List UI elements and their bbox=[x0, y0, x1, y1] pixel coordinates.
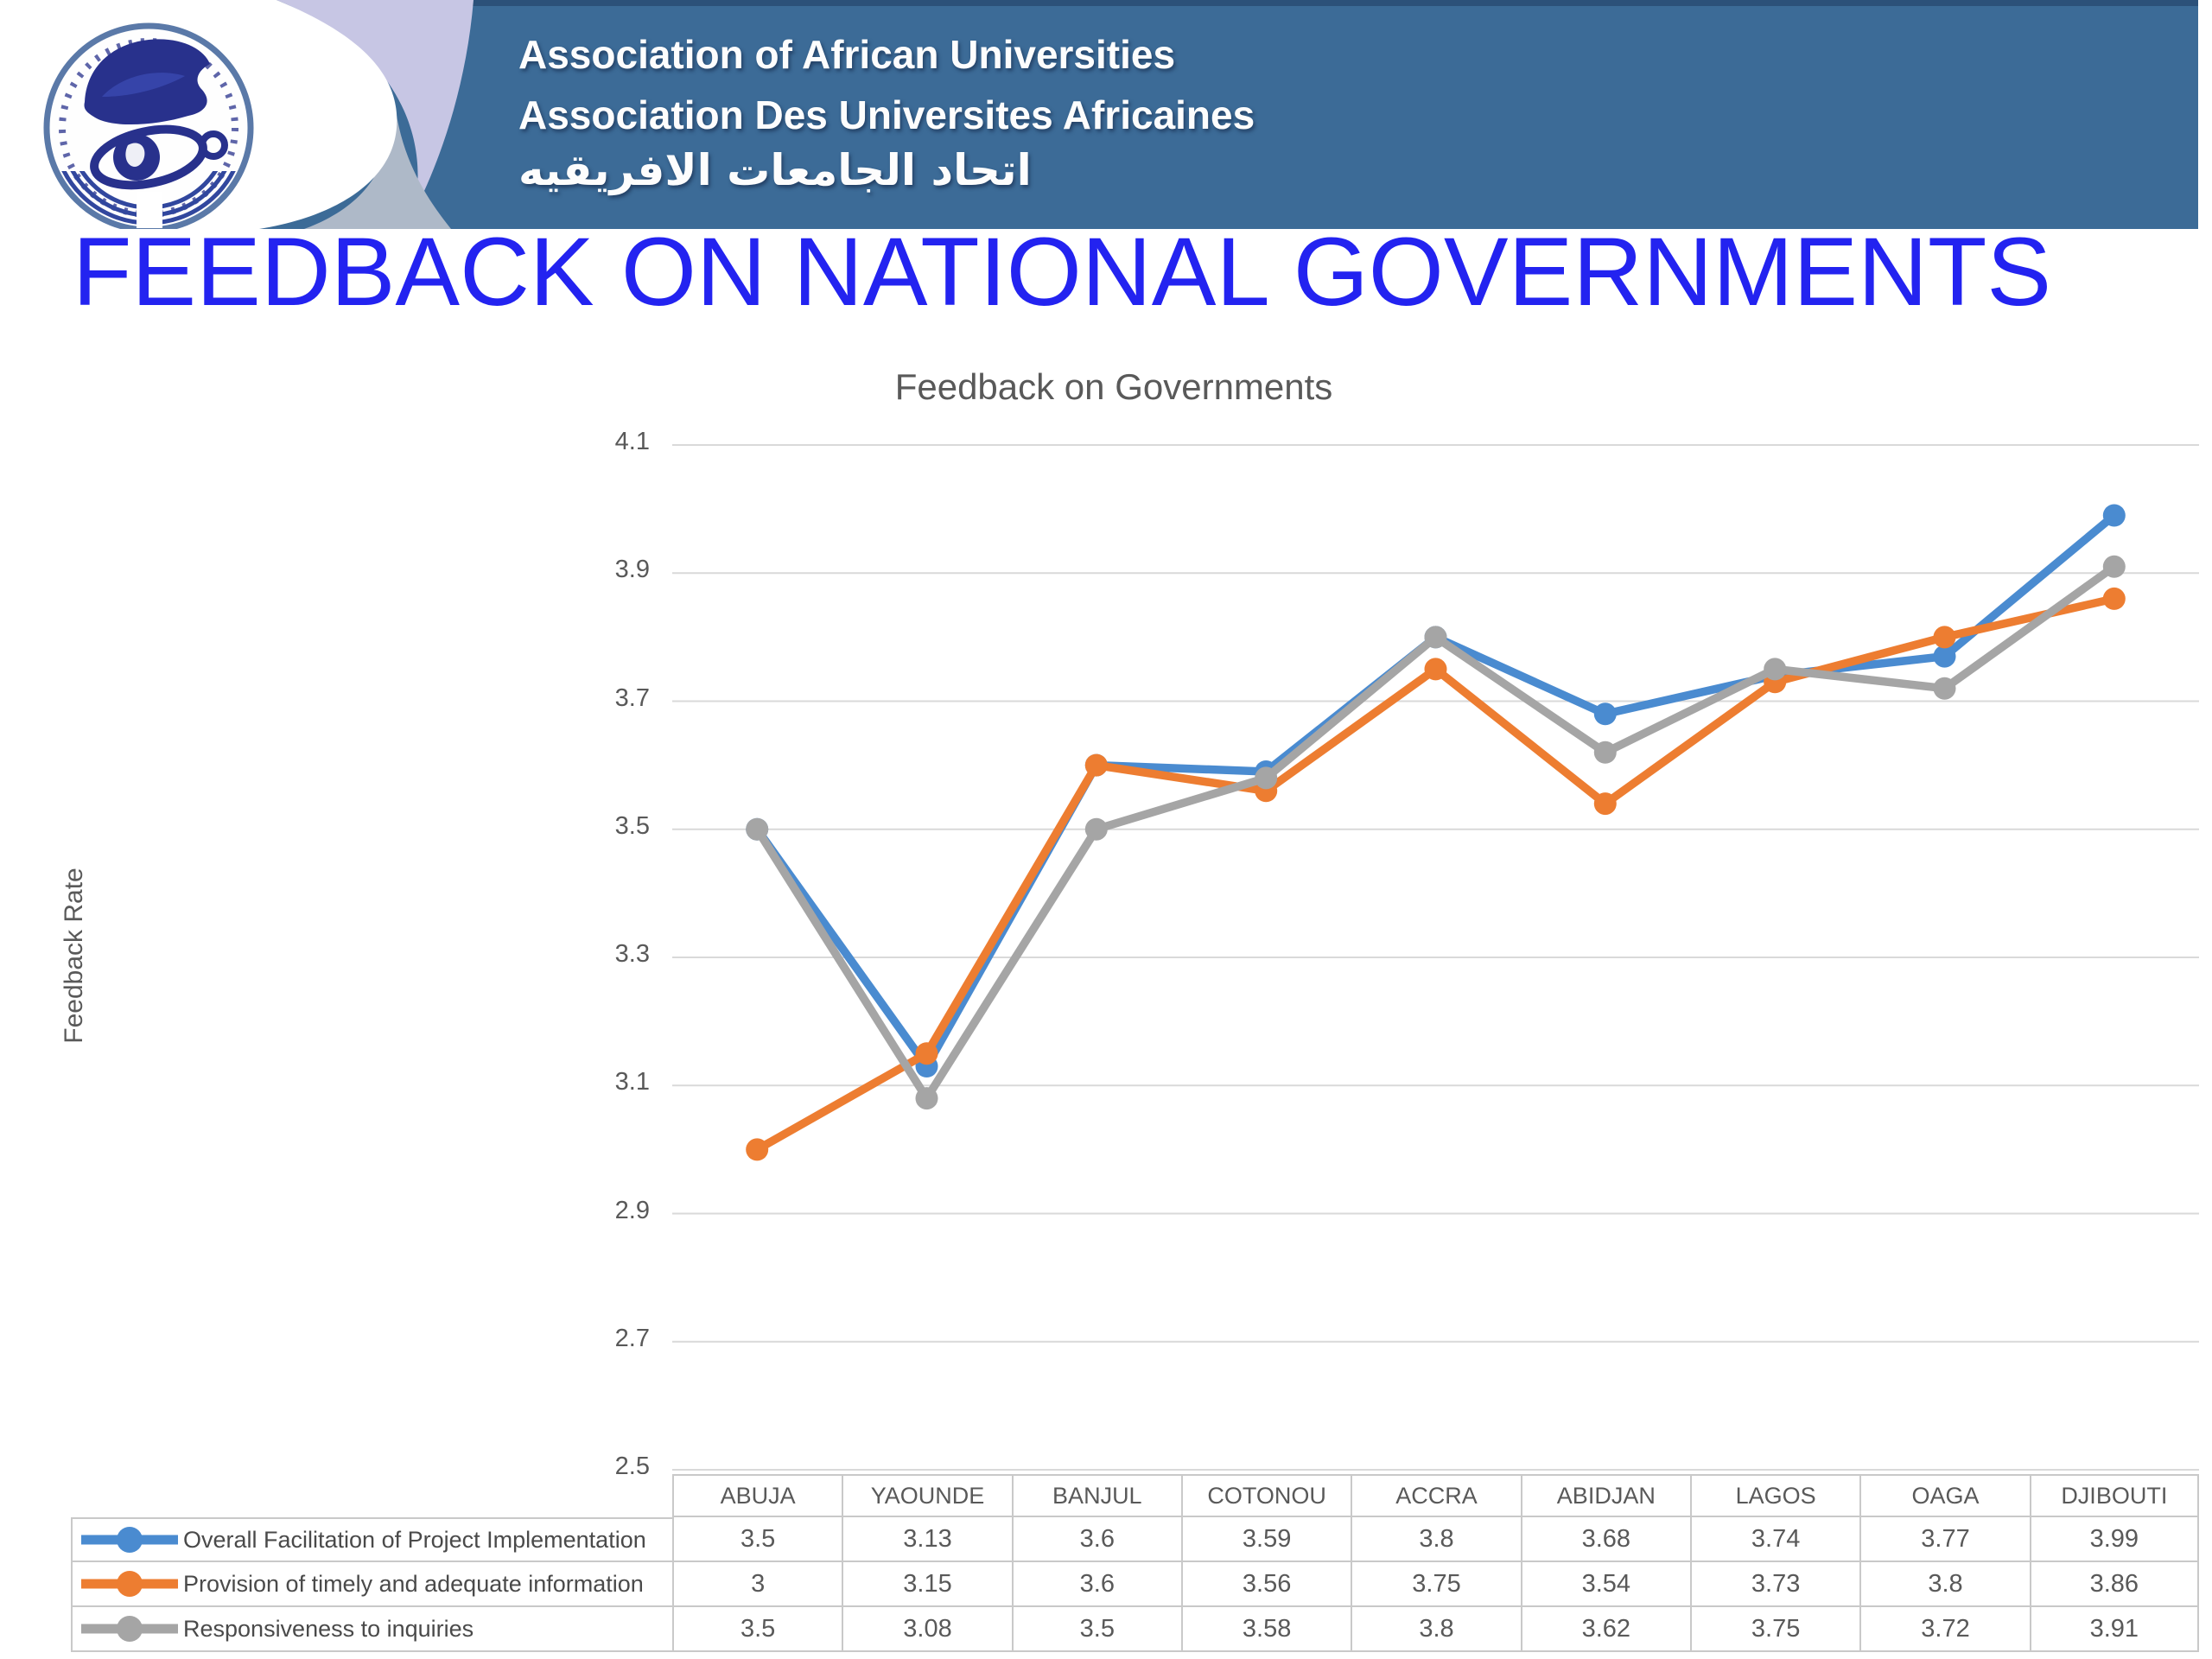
column-header-lagos: LAGOS bbox=[1689, 1474, 1860, 1517]
org-name-english: Association of African Universities bbox=[518, 32, 1176, 77]
value-cell: 3.6 bbox=[1011, 1517, 1181, 1562]
value-cell: 3.75 bbox=[1689, 1607, 1860, 1652]
header-banner: Association of African Universities Asso… bbox=[0, 0, 2212, 229]
value-cell: 3.13 bbox=[842, 1517, 1012, 1562]
value-cell: 3.77 bbox=[1859, 1517, 2030, 1562]
y-axis-tick-label: 2.7 bbox=[614, 1324, 650, 1352]
value-cell: 3.99 bbox=[2029, 1517, 2199, 1562]
legend-label: Overall Facilitation of Project Implemen… bbox=[183, 1526, 646, 1553]
value-cell: 3.74 bbox=[1689, 1517, 1860, 1562]
table-corner-spacer bbox=[71, 1474, 672, 1517]
value-cell: 3.62 bbox=[1520, 1607, 1690, 1652]
value-cell: 3.08 bbox=[842, 1607, 1012, 1652]
legend-label: Responsiveness to inquiries bbox=[183, 1615, 474, 1642]
legend-item: Overall Facilitation of Project Implemen… bbox=[71, 1517, 672, 1562]
y-axis-tick-label: 3.7 bbox=[614, 683, 650, 712]
value-cell: 3.72 bbox=[1859, 1607, 2030, 1652]
aau-logo bbox=[43, 22, 254, 229]
value-cell: 3.59 bbox=[1180, 1517, 1351, 1562]
lavender-swoosh bbox=[276, 0, 474, 214]
value-cell: 3.8 bbox=[1351, 1517, 1521, 1562]
value-cell: 3.58 bbox=[1180, 1607, 1351, 1652]
y-axis-tick-label: 3.1 bbox=[614, 1068, 650, 1096]
column-header-banjul: BANJUL bbox=[1011, 1474, 1181, 1517]
value-cell: 3.73 bbox=[1689, 1562, 1860, 1607]
header-banner-graphic bbox=[0, 0, 2198, 229]
value-cell: 3.15 bbox=[842, 1562, 1012, 1607]
y-axis-tick-label: 4.1 bbox=[614, 428, 650, 455]
org-name-french: Association Des Universites Africaines bbox=[518, 92, 1255, 137]
value-cell: 3.5 bbox=[672, 1517, 842, 1562]
y-axis-tick-label: 3.9 bbox=[614, 556, 650, 584]
y-axis-tick-label: 3.5 bbox=[614, 811, 650, 840]
page-title: FEEDBACK ON NATIONAL GOVERNMENTS bbox=[73, 218, 2052, 326]
value-cell: 3.75 bbox=[1351, 1562, 1521, 1607]
y-axis-tick-label: 3.3 bbox=[614, 940, 650, 968]
y-axis-title: Feedback Rate bbox=[60, 868, 88, 1044]
chart-title: Feedback on Governments bbox=[894, 366, 1333, 407]
column-header-abuja: ABUJA bbox=[672, 1474, 842, 1517]
column-header-accra: ACCRA bbox=[1351, 1474, 1521, 1517]
value-cell: 3.8 bbox=[1351, 1607, 1521, 1652]
legend-label: Provision of timely and adequate informa… bbox=[183, 1570, 644, 1597]
legend-item: Responsiveness to inquiries bbox=[71, 1607, 672, 1652]
legend-key-icon bbox=[81, 1571, 178, 1597]
value-cell: 3.68 bbox=[1520, 1517, 1690, 1562]
legend-key-icon bbox=[81, 1616, 178, 1642]
value-cell: 3.5 bbox=[672, 1607, 842, 1652]
value-cell: 3.5 bbox=[1011, 1607, 1181, 1652]
value-cell: 3.91 bbox=[2029, 1607, 2199, 1652]
data-table: ABUJA YAOUNDE BANJUL COTONOU ACCRA ABIDJAN LAG… bbox=[71, 1474, 2199, 1652]
grayblue-swoosh bbox=[304, 111, 451, 229]
value-cell: 3.54 bbox=[1520, 1562, 1690, 1607]
column-header-djibouti: DJIBOUTI bbox=[2029, 1474, 2199, 1517]
value-cell: 3.6 bbox=[1011, 1562, 1181, 1607]
column-header-oaga: OAGA bbox=[1859, 1474, 2030, 1517]
column-header-abidjan: ABIDJAN bbox=[1520, 1474, 1690, 1517]
value-cell: 3.86 bbox=[2029, 1562, 2199, 1607]
y-axis-tick-label: 2.9 bbox=[614, 1196, 650, 1224]
legend-item: Provision of timely and adequate informa… bbox=[71, 1562, 672, 1607]
value-cell: 3 bbox=[672, 1562, 842, 1607]
value-cell: 3.8 bbox=[1859, 1562, 2030, 1607]
column-header-yaounde: YAOUNDE bbox=[842, 1474, 1012, 1517]
org-name-arabic: اتحاد الجامعات الافريقيه bbox=[518, 145, 1032, 195]
column-header-cotonou: COTONOU bbox=[1180, 1474, 1351, 1517]
value-cell: 3.56 bbox=[1180, 1562, 1351, 1607]
legend-key-icon bbox=[81, 1527, 178, 1553]
